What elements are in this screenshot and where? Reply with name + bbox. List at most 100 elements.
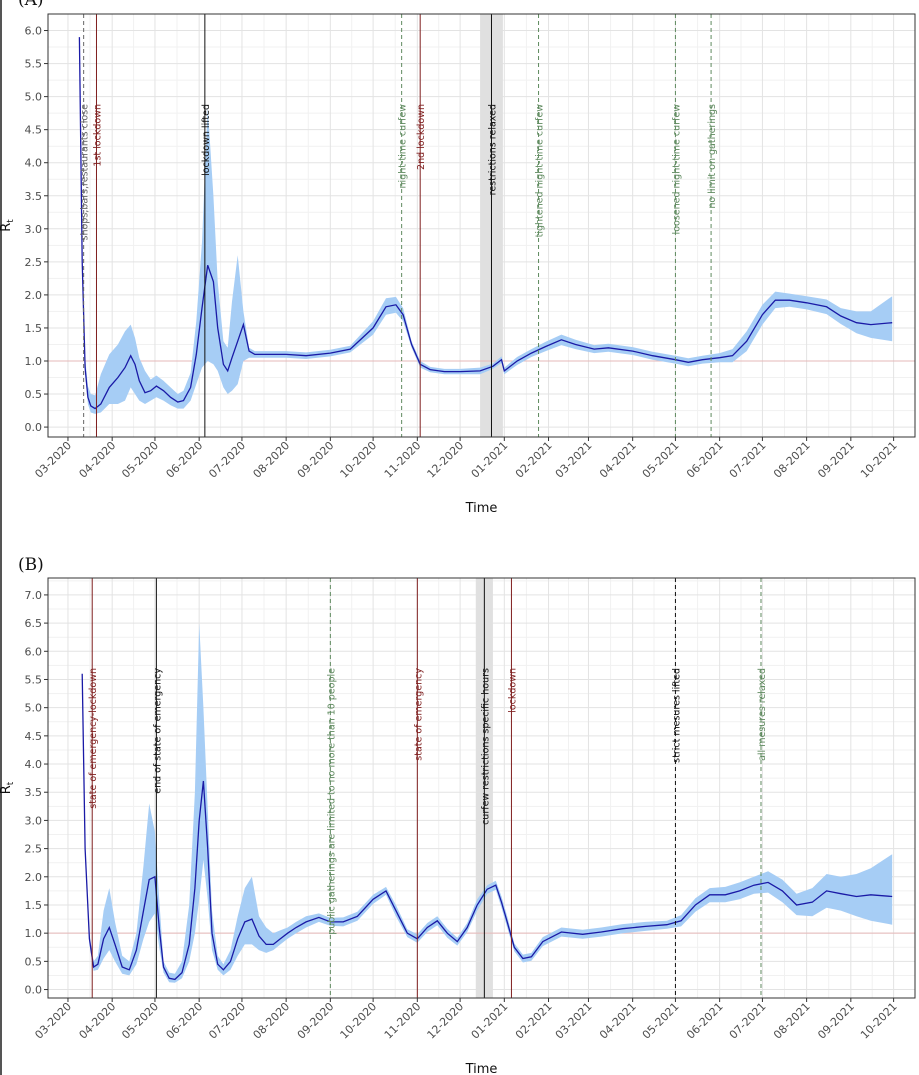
event-label: 2nd lockdown — [416, 104, 427, 170]
y-axis-title-subscript: t — [6, 781, 16, 785]
y-tick-label: 4.5 — [25, 124, 43, 137]
x-tick-label: 08-2020 — [251, 1000, 293, 1042]
x-tick-label: 06-2020 — [164, 439, 206, 481]
x-tick-label: 01-2021 — [469, 439, 511, 481]
event-label: no limit on gatherings — [707, 104, 718, 209]
y-tick-label: 3.0 — [25, 814, 43, 827]
x-tick-label: 09-2020 — [295, 1000, 337, 1042]
x-tick-label: 12-2020 — [425, 439, 467, 481]
y-tick-label: 4.0 — [25, 758, 43, 771]
y-tick-label: 0.0 — [25, 421, 43, 434]
x-tick-label: 02-2021 — [513, 1000, 555, 1042]
x-tick-label: 03-2021 — [553, 439, 595, 481]
x-tick-label: 02-2021 — [513, 439, 555, 481]
y-tick-label: 2.5 — [25, 843, 43, 856]
y-tick-label: 4.5 — [25, 730, 43, 743]
x-tick-label: 10-2021 — [858, 439, 900, 481]
event-label: tightened night-time curfew — [535, 104, 546, 238]
plot-border — [47, 13, 916, 438]
rt-line — [81, 673, 893, 981]
event-label: end of state of emergency — [152, 668, 163, 794]
y-tick-label: 3.5 — [25, 190, 43, 203]
x-tick-label: 03-2021 — [553, 1000, 595, 1042]
event-label: state of emergency-lockdown — [88, 668, 99, 809]
y-tick-label: 5.5 — [25, 673, 43, 686]
y-axis-title-subscript: t — [6, 219, 16, 223]
y-tick-label: 4.0 — [25, 157, 43, 170]
y-tick-label: 1.5 — [25, 322, 43, 335]
x-tick-label: 08-2021 — [771, 439, 813, 481]
y-tick-label: 1.0 — [25, 927, 43, 940]
x-tick-label: 04-2020 — [77, 439, 119, 481]
x-axis-title: Time — [465, 501, 498, 516]
x-tick-label: 12-2020 — [425, 1000, 467, 1042]
y-tick-label: 0.5 — [25, 388, 43, 401]
event-label: lockdown lifted — [201, 104, 212, 176]
rt-line — [78, 37, 893, 410]
y-axis-title: Rt — [0, 219, 16, 232]
x-tick-label: 08-2021 — [771, 1000, 813, 1042]
y-tick-label: 6.5 — [25, 617, 43, 630]
event-label: shops,bars,restaurants close — [80, 104, 91, 241]
x-tick-label: 08-2020 — [251, 439, 293, 481]
panel-tag: (B) — [18, 555, 44, 575]
panel-tag: (A) — [18, 0, 44, 10]
x-tick-label: 05-2020 — [119, 1000, 161, 1042]
x-tick-label: 06-2020 — [164, 1000, 206, 1042]
event-label: loosened night-time curfew — [671, 104, 682, 235]
x-tick-label: 10-2021 — [858, 1000, 900, 1042]
x-tick-label: 09-2021 — [815, 439, 857, 481]
y-axis-title: Rt — [0, 781, 16, 794]
panel-a: (A) shops,bars,restaurants close 1st lockd… — [0, 0, 916, 516]
left-border — [0, 0, 2, 1075]
x-tick-label: 06-2021 — [684, 1000, 726, 1042]
y-tick-label: 5.5 — [25, 58, 43, 71]
x-tick-label: 10-2020 — [338, 439, 380, 481]
event-label: 1st lockdown — [92, 104, 103, 167]
event-label: strict mesures lifted — [671, 668, 682, 763]
x-tick-label: 10-2020 — [338, 1000, 380, 1042]
event-label: night-time curfew — [398, 104, 409, 189]
x-tick-label: 06-2021 — [684, 439, 726, 481]
x-tick-label: 09-2021 — [815, 1000, 857, 1042]
y-tick-label: 7.0 — [25, 589, 43, 602]
x-tick-label: 05-2021 — [640, 1000, 682, 1042]
panel-b: (B) state of emergency-lockdown end of sta… — [0, 555, 916, 1075]
x-tick-label: 05-2020 — [119, 439, 161, 481]
y-tick-label: 3.0 — [25, 223, 43, 236]
y-tick-label: 0.5 — [25, 955, 43, 968]
y-tick-label: 6.0 — [25, 25, 43, 38]
event-label: all mesures relaxed — [757, 668, 768, 761]
event-label: curfew restrictions specific hours — [480, 668, 491, 825]
x-tick-label: 04-2021 — [597, 439, 639, 481]
x-tick-label: 11-2020 — [382, 1000, 424, 1042]
x-tick-label: 03-2020 — [32, 439, 74, 481]
x-axis-title: Time — [465, 1062, 498, 1075]
y-tick-label: 0.0 — [25, 984, 43, 997]
x-tick-label: 04-2021 — [597, 1000, 639, 1042]
y-tick-label: 2.5 — [25, 256, 43, 269]
x-tick-label: 07-2021 — [727, 439, 769, 481]
event-label: state of emergency — [413, 668, 424, 761]
y-tick-label: 1.0 — [25, 355, 43, 368]
y-tick-label: 6.0 — [25, 645, 43, 658]
y-tick-label: 1.5 — [25, 899, 43, 912]
x-tick-label: 04-2020 — [77, 1000, 119, 1042]
y-tick-label: 2.0 — [25, 871, 43, 884]
x-tick-label: 09-2020 — [295, 439, 337, 481]
y-tick-label: 3.5 — [25, 786, 43, 799]
event-label: lockdown — [507, 668, 518, 713]
x-tick-label: 01-2021 — [469, 1000, 511, 1042]
event-label: public gatherings are limited to no more… — [326, 668, 337, 935]
x-tick-label: 05-2021 — [640, 439, 682, 481]
x-tick-label: 07-2020 — [206, 439, 248, 481]
x-tick-label: 11-2020 — [382, 439, 424, 481]
x-tick-label: 03-2020 — [32, 1000, 74, 1042]
event-label: restrictions relaxed — [487, 104, 498, 195]
x-tick-label: 07-2021 — [727, 1000, 769, 1042]
y-tick-label: 2.0 — [25, 289, 43, 302]
y-tick-label: 5.0 — [25, 702, 43, 715]
y-tick-label: 5.0 — [25, 91, 43, 104]
x-tick-label: 07-2020 — [206, 1000, 248, 1042]
